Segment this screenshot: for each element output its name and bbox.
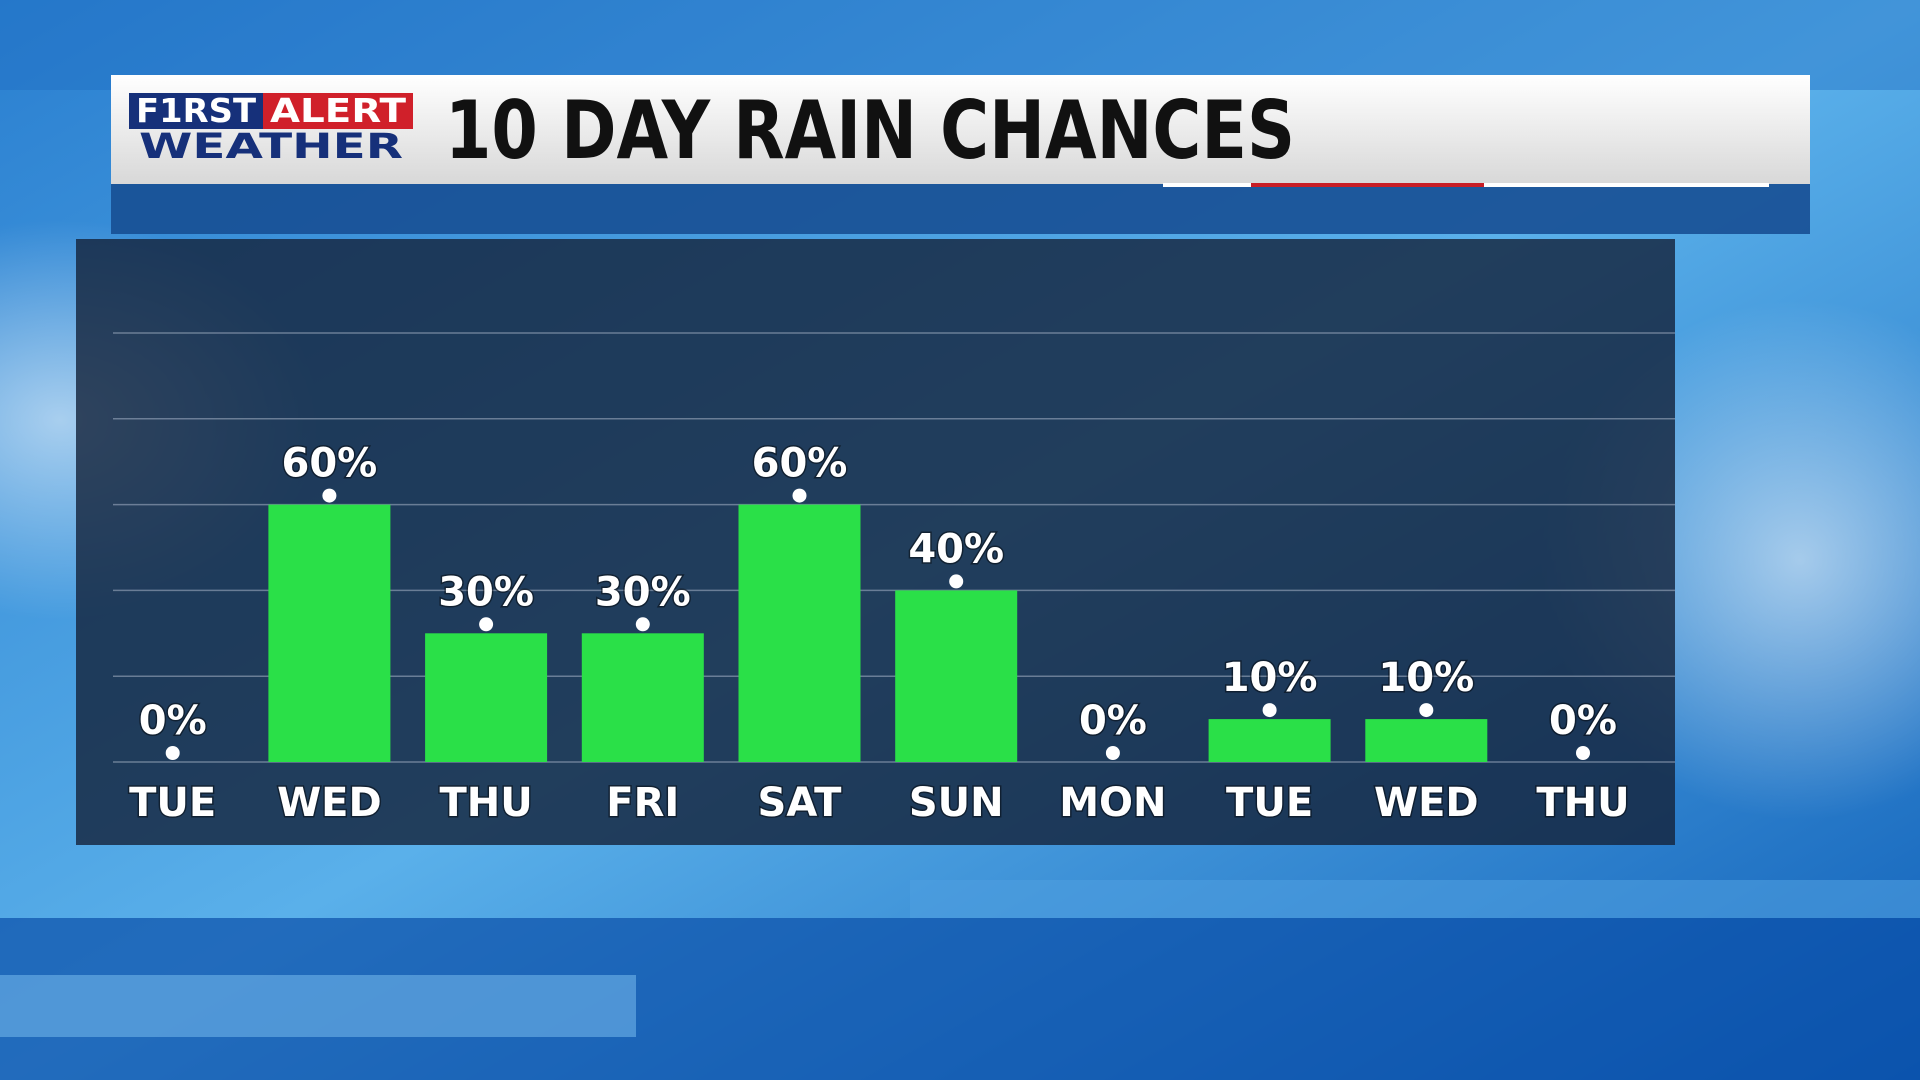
x-tick-label: TUE [129,780,216,826]
value-dot [1105,746,1120,760]
logo-box [263,93,413,129]
logo-alert: ALERT [270,91,407,130]
logo-box [129,93,263,129]
x-tick-label: TUE [1226,780,1313,826]
header-strip [111,184,1810,234]
bar [425,633,548,762]
value-label: 30% [595,569,691,615]
x-tick-label: WED [1374,780,1479,826]
bar [1365,719,1488,762]
x-tick-label: SUN [909,780,1004,826]
header-accent [1484,183,1769,187]
x-tick-label: THU [439,780,532,826]
x-tick-label: SAT [758,780,843,826]
bar [895,590,1018,762]
value-dot [322,488,337,503]
value-label: 0% [139,698,207,744]
header-accent [1251,183,1484,187]
x-tick-label: THU [1536,780,1629,826]
logo: F1RST ALERT WEATHER [129,91,413,167]
value-dot [635,617,650,632]
value-label: 60% [752,441,848,487]
value-dot [479,617,494,632]
bar [268,504,391,762]
band [0,975,636,1037]
value-label: 40% [908,526,1004,572]
value-label: 0% [1079,698,1147,744]
chart-title: 10 DAY RAIN CHANCES [445,84,1295,177]
value-dot [165,746,180,760]
header-accent [1163,183,1251,187]
bar [1208,719,1331,762]
value-label: 10% [1222,655,1318,701]
x-tick-label: MON [1059,780,1166,826]
value-dot [1419,703,1434,718]
x-tick-label: FRI [606,780,679,826]
value-dot [1262,703,1277,718]
logo-first: F1RST [136,91,256,130]
bar [738,504,861,762]
value-label: 60% [282,441,378,487]
band [910,880,1920,918]
value-dot [949,574,964,589]
bar [581,633,704,762]
value-label: 0% [1549,698,1617,744]
x-tick-label: WED [277,780,382,826]
value-label: 30% [438,569,534,615]
logo-weather: WEATHER [139,127,403,167]
value-dot [792,488,807,503]
value-label: 10% [1378,655,1474,701]
value-dot [1576,746,1590,760]
